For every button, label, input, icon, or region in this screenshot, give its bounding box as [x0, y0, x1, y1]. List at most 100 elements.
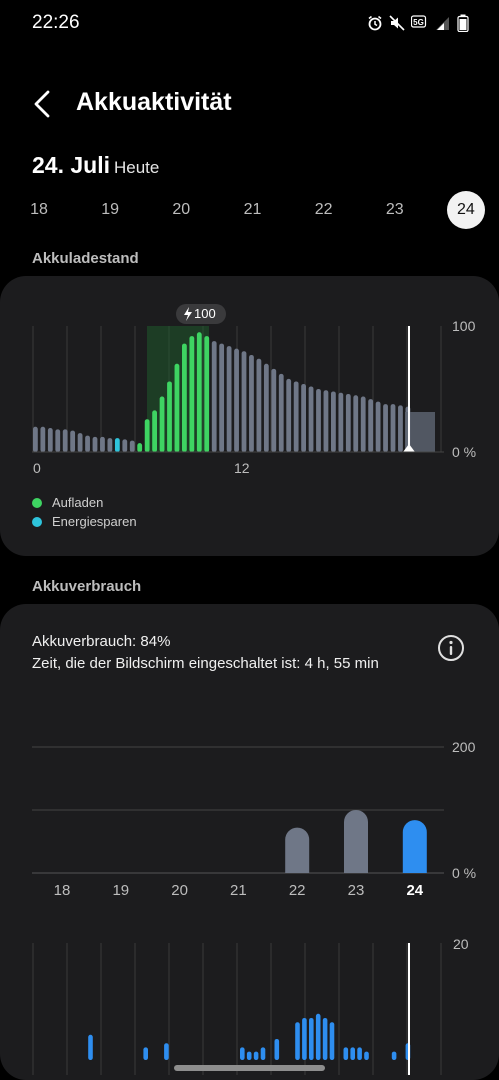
signal-icon	[436, 17, 449, 30]
level-bar	[189, 336, 195, 452]
hourly-bar	[329, 1022, 335, 1060]
day-selector: 18 19 20 21 22 23 24	[20, 191, 485, 231]
level-bar	[159, 396, 165, 452]
info-button[interactable]	[437, 634, 465, 662]
usage-x-label-20: 20	[171, 882, 188, 899]
level-x-label-12: 12	[234, 460, 250, 476]
current-time-marker-head	[403, 444, 415, 452]
charging-dot	[32, 497, 42, 508]
level-bar	[323, 390, 329, 452]
hourly-bar	[143, 1047, 148, 1060]
usage-x-label-24: 24	[406, 882, 423, 899]
hourly-bar	[343, 1047, 349, 1060]
hourly-bar	[357, 1047, 362, 1060]
mute-icon	[389, 15, 405, 31]
usage-bar-24[interactable]	[402, 820, 427, 873]
level-bar	[345, 394, 351, 452]
level-bar	[196, 332, 202, 452]
usage-daily-chart: 200 0 % 18 19 20 21 22 23 24	[32, 739, 476, 899]
level-bar	[234, 348, 239, 452]
hourly-bar	[309, 1018, 314, 1060]
status-icons: 5G	[367, 14, 469, 32]
hourly-bar	[295, 1022, 300, 1060]
back-button[interactable]	[28, 86, 60, 122]
level-bar	[286, 378, 292, 452]
chevron-left-icon	[34, 90, 50, 118]
level-bar	[114, 438, 120, 452]
battery-icon	[457, 14, 469, 32]
status-bar: 22:26 5G	[0, 0, 499, 48]
charge-badge: 100	[176, 304, 226, 324]
day-18[interactable]: 18	[30, 201, 48, 218]
level-bar	[390, 404, 396, 452]
hourly-bar	[302, 1018, 307, 1060]
level-bar	[174, 363, 180, 452]
usage-bar-22[interactable]	[285, 827, 310, 873]
projection-area	[405, 412, 435, 452]
date-heading: 24. Juli Heute	[32, 152, 159, 179]
level-bar	[70, 430, 76, 452]
level-bar	[211, 341, 217, 452]
level-bar	[219, 343, 225, 452]
date-sub: Heute	[113, 158, 160, 177]
level-bar	[308, 386, 314, 452]
level-bar	[85, 435, 90, 452]
level-bar	[122, 439, 128, 452]
usage-x-label-21: 21	[230, 882, 247, 899]
home-indicator[interactable]	[174, 1065, 325, 1071]
usage-bar-23[interactable]	[344, 810, 368, 873]
usage-percent: Akkuverbrauch: 84%	[32, 633, 171, 650]
usage-y-bottom: 0 %	[452, 865, 476, 881]
network-5g-icon: 5G	[411, 15, 427, 28]
usage-hourly-chart: 20	[32, 936, 469, 1075]
legend-charging: Aufladen	[32, 495, 103, 510]
day-21[interactable]: 21	[243, 201, 262, 218]
level-bar	[204, 336, 210, 452]
hourly-bar	[364, 1051, 369, 1060]
level-bar	[353, 395, 359, 452]
hourly-bar	[315, 1013, 321, 1060]
level-bar	[316, 389, 321, 452]
usage-x-label-18: 18	[54, 882, 71, 899]
day-20[interactable]: 20	[172, 201, 191, 218]
level-bar	[226, 346, 232, 452]
hourly-bar	[322, 1018, 328, 1060]
level-bar	[100, 436, 105, 452]
power-saving-dot	[32, 516, 42, 527]
level-bar	[278, 373, 284, 452]
level-bar	[152, 410, 157, 452]
day-24-selected[interactable]: 24	[446, 191, 485, 229]
level-bar	[331, 391, 336, 452]
hourly-y-top: 20	[453, 936, 469, 952]
level-bar	[62, 429, 68, 452]
level-bar	[107, 438, 113, 452]
level-x-label-0: 0	[33, 460, 41, 476]
battery-level-chart: 100 100 0 % 0 12	[32, 304, 476, 476]
alarm-icon	[368, 15, 382, 31]
charge-badge-text: 100	[194, 306, 216, 321]
level-bar	[144, 419, 150, 452]
level-bar	[301, 383, 306, 452]
hourly-bar	[260, 1047, 266, 1060]
level-bar	[92, 436, 98, 452]
hourly-bar	[88, 1034, 93, 1060]
level-bar	[129, 440, 135, 452]
usage-y-top: 200	[452, 739, 476, 755]
section-battery-usage: Akkuverbrauch	[32, 578, 142, 595]
level-bar	[249, 354, 254, 452]
level-bar	[77, 433, 83, 452]
day-22[interactable]: 22	[314, 201, 333, 218]
day-19[interactable]: 19	[101, 201, 120, 218]
network-label: 5G	[413, 18, 424, 27]
level-bar	[55, 429, 61, 452]
level-bar	[256, 358, 262, 452]
level-y-bottom: 0 %	[452, 444, 476, 460]
level-bar	[383, 404, 388, 452]
status-time: 22:26	[32, 12, 80, 33]
hourly-bar	[253, 1051, 259, 1060]
day-23[interactable]: 23	[385, 201, 404, 218]
hourly-bar	[164, 1043, 169, 1060]
date-main: 24. Juli	[32, 152, 110, 178]
legend-power-saving-label: Energiesparen	[52, 514, 137, 529]
level-bar	[368, 399, 374, 452]
